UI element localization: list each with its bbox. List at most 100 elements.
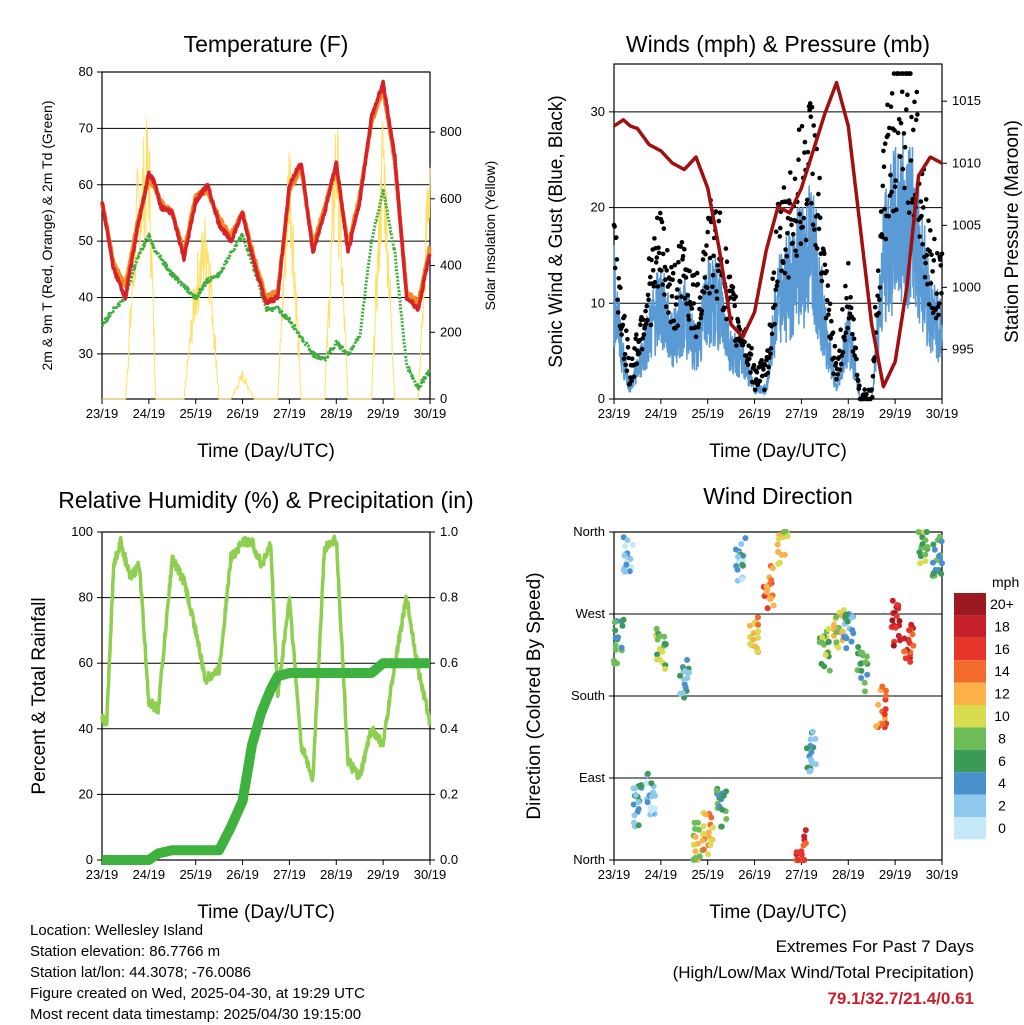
gust-point	[676, 259, 681, 265]
gust-point	[845, 325, 850, 331]
gust-point	[906, 210, 912, 215]
gust-point	[908, 158, 914, 163]
direction-point	[801, 833, 808, 840]
gust-point	[685, 292, 691, 298]
gust-point	[870, 395, 875, 400]
direction-point	[679, 690, 686, 696]
direction-point	[917, 560, 923, 567]
direction-point	[778, 551, 785, 558]
direction-point	[750, 636, 757, 643]
direction-point	[808, 749, 815, 756]
gust-point	[659, 219, 665, 225]
direction-point	[806, 768, 813, 775]
gust-point	[766, 355, 772, 361]
gust-point	[749, 345, 754, 351]
gust-point	[747, 356, 752, 362]
gust-point	[835, 372, 840, 377]
winds-title: Winds (mph) & Pressure (mb)	[626, 31, 930, 57]
rh-plot-frame	[101, 531, 431, 861]
gust-point	[817, 215, 823, 220]
direction-point	[843, 645, 850, 652]
gust-point	[759, 358, 764, 363]
direction-point	[746, 622, 753, 629]
winds-y-tick-label: 20	[591, 200, 605, 215]
temp-y-tick-label: 60	[79, 177, 93, 192]
gust-point	[805, 149, 811, 155]
gust-point	[844, 296, 849, 301]
direction-point	[747, 640, 754, 647]
gust-point	[691, 301, 696, 306]
gust-point	[683, 275, 689, 280]
gust-point	[872, 304, 878, 310]
gust-point	[915, 112, 920, 117]
gust-point	[679, 294, 684, 299]
elevation-text: Station elevation: 86.7766 m	[30, 943, 221, 960]
gust-point	[724, 316, 729, 322]
gust-point	[792, 176, 798, 182]
gust-point	[625, 336, 630, 342]
gust-point	[633, 336, 638, 342]
winds-x-tick-label: 23/19	[598, 406, 631, 421]
gust-point	[913, 117, 919, 123]
gust-point	[701, 290, 707, 295]
gust-point	[660, 251, 666, 257]
speed-legend-label: 0	[998, 820, 1006, 836]
gust-point	[923, 260, 928, 266]
gust-point	[774, 283, 780, 289]
gust-point	[624, 368, 630, 374]
dir-x-axis-label: Time (Day/UTC)	[709, 902, 847, 923]
direction-point	[653, 656, 660, 663]
gust-point	[892, 184, 898, 189]
direction-point	[755, 621, 762, 628]
temp-x-tick-label: 24/19	[133, 406, 166, 421]
gust-point	[670, 277, 675, 283]
gust-point	[790, 232, 796, 237]
direction-point	[754, 648, 761, 655]
winds-x-tick-label: 25/19	[691, 406, 724, 421]
gust-point	[886, 213, 891, 219]
gust-point	[888, 172, 893, 178]
gust-point	[724, 259, 730, 265]
dir-y-tick-label: South	[571, 688, 605, 703]
gust-point	[939, 251, 945, 256]
temp-x-tick-label: 30/19	[414, 406, 447, 421]
gust-point	[936, 301, 942, 306]
rh-y-tick-label: 80	[79, 590, 93, 605]
gust-point	[939, 291, 944, 296]
temp-x-tick-label: 27/19	[273, 406, 306, 421]
gust-point	[704, 285, 710, 291]
dir-x-tick-label: 26/19	[738, 867, 771, 882]
direction-point	[938, 538, 945, 545]
gust-point	[931, 258, 937, 263]
gust-point	[926, 302, 932, 307]
gust-point	[650, 268, 656, 273]
speed-legend-label: 2	[998, 798, 1006, 814]
winds-plot-frame	[613, 63, 943, 400]
gust-point	[924, 253, 930, 258]
gust-point	[872, 355, 877, 360]
gust-point	[674, 295, 679, 300]
gust-point	[707, 291, 712, 296]
pressure-line	[612, 80, 944, 389]
direction-point	[857, 660, 864, 667]
gust-point	[878, 209, 884, 214]
gust-point	[631, 374, 637, 380]
gust-point	[700, 257, 706, 262]
extremes-box: Extremes For Past 7 Days (High/Low/Max W…	[673, 934, 974, 1012]
gust-point	[693, 334, 699, 340]
direction-point	[879, 683, 886, 690]
dir-x-tick-label: 23/19	[598, 867, 631, 882]
direction-point	[709, 824, 716, 831]
gust-point	[887, 193, 893, 198]
direction-point	[825, 626, 832, 632]
gust-point	[636, 350, 642, 356]
gust-point	[732, 303, 737, 309]
speed-legend-label: 8	[998, 730, 1006, 746]
direction-point	[696, 853, 703, 860]
gust-point	[678, 244, 684, 249]
gust-point	[762, 362, 768, 368]
winds-x-tick-label: 28/19	[832, 406, 865, 421]
precipitation-line	[97, 658, 435, 865]
direction-point	[657, 646, 663, 652]
gust-point	[670, 270, 676, 276]
